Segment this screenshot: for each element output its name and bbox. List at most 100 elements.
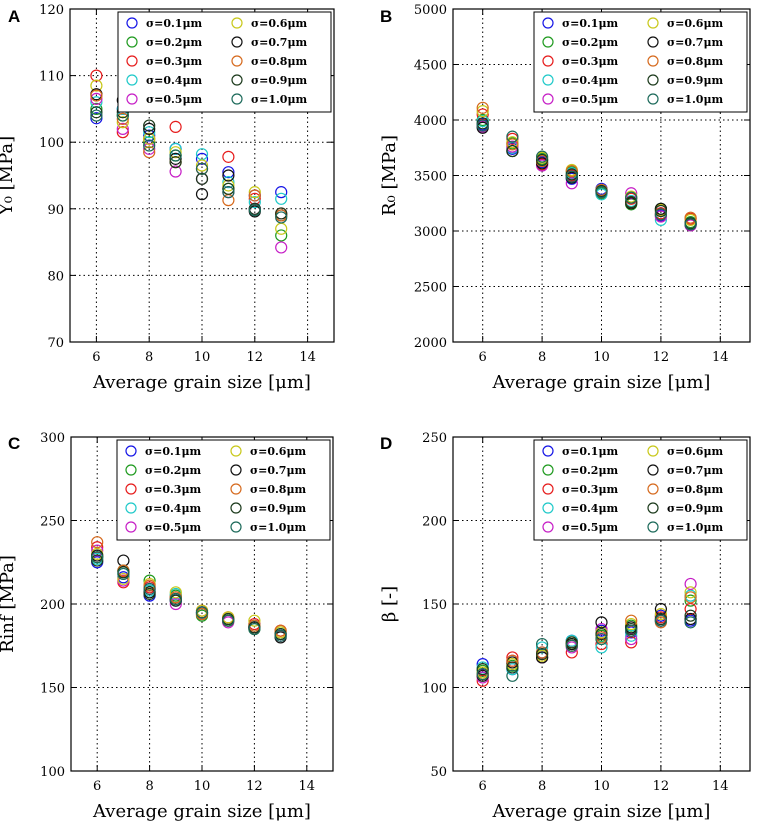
legend-label: σ=0.4μm	[562, 502, 619, 515]
data-point	[476, 674, 489, 687]
data-point	[565, 639, 578, 652]
x-tick-label: 10	[593, 779, 610, 794]
data-point	[143, 136, 156, 149]
x-tick-label: 12	[653, 779, 670, 794]
legend-marker	[231, 74, 243, 86]
legend-marker	[126, 93, 138, 105]
data-point	[169, 165, 182, 178]
series	[476, 609, 697, 676]
data-point	[90, 106, 103, 119]
data-point	[476, 119, 489, 132]
y-tick-label: 100	[422, 682, 447, 697]
data-point	[143, 579, 156, 592]
legend-label: σ=0.4μm	[146, 74, 203, 87]
data-point	[117, 567, 130, 581]
data-point	[684, 612, 697, 626]
series	[91, 551, 287, 642]
data-point	[625, 624, 638, 637]
data-point	[248, 186, 261, 199]
panel-letter: B	[380, 7, 392, 26]
legend-marker	[126, 36, 138, 48]
legend-marker	[231, 17, 243, 29]
data-point	[195, 188, 209, 201]
legend-label: σ=0.8μm	[667, 55, 724, 68]
data-point	[654, 602, 668, 616]
legend-marker	[231, 36, 243, 48]
x-axis-title: Average grain size [μm]	[92, 372, 311, 393]
data-point	[195, 162, 209, 175]
data-point	[143, 122, 156, 135]
data-point	[90, 89, 103, 102]
data-point	[275, 192, 288, 205]
legend-label: σ=0.8μm	[251, 55, 308, 68]
data-point	[117, 572, 130, 586]
data-point	[535, 150, 549, 163]
y-tick-label: 200	[40, 598, 65, 613]
series	[476, 591, 697, 681]
legend-label: σ=0.4μm	[145, 502, 202, 515]
legend-marker	[542, 464, 554, 476]
data-point	[222, 186, 235, 199]
x-axis-title: Average grain size [μm]	[92, 801, 311, 822]
data-point	[275, 229, 288, 242]
data-point	[684, 616, 697, 629]
legend-label: σ=0.1μm	[146, 17, 203, 30]
data-point	[143, 119, 156, 132]
legend-marker	[647, 521, 659, 533]
legend-marker	[542, 445, 554, 457]
x-tick-label: 12	[653, 350, 670, 365]
data-point	[275, 207, 288, 220]
legend-label: σ=0.7μm	[250, 464, 307, 477]
data-point	[143, 139, 156, 152]
data-point	[654, 204, 668, 218]
data-point	[684, 211, 697, 224]
y-tick-label: 110	[39, 70, 64, 85]
x-tick-label: 14	[712, 350, 729, 365]
legend-label: σ=0.5μm	[562, 521, 619, 534]
data-point	[625, 187, 638, 200]
data-point	[476, 101, 489, 114]
y-tick-label: 2000	[414, 336, 447, 351]
data-point	[275, 186, 288, 199]
data-point	[222, 614, 235, 627]
legend-label: σ=1.0μm	[667, 93, 724, 106]
data-point	[506, 654, 519, 667]
data-point	[654, 607, 668, 621]
x-tick-label: 8	[538, 350, 546, 365]
legend-marker	[647, 55, 659, 67]
data-point	[684, 609, 697, 622]
panel-letter: A	[8, 7, 20, 26]
data-point	[143, 587, 156, 601]
y-axis-title: Y₀ [MPa]	[0, 136, 17, 216]
data-point	[222, 182, 235, 195]
legend-marker	[230, 445, 242, 457]
legend-marker	[647, 74, 659, 86]
x-tick-label: 8	[145, 779, 153, 794]
y-axis-title: Rinf [MPa]	[0, 555, 18, 653]
data-point	[565, 170, 578, 183]
legend: σ=0.1μm σ=0.2μm σ=0.3μm σ=0.4μm σ=0.5μm σ=0.6…	[117, 11, 332, 113]
series	[90, 106, 288, 220]
x-axis-title: Average grain size [μm]	[492, 372, 711, 393]
data-point	[476, 658, 489, 671]
x-tick-label: 6	[93, 779, 101, 794]
data-point	[595, 637, 608, 651]
x-tick-label: 14	[299, 350, 316, 365]
data-point	[222, 166, 235, 179]
legend-marker	[542, 17, 554, 29]
legend-label: σ=0.8μm	[250, 483, 307, 496]
legend-marker	[231, 55, 243, 67]
data-point	[275, 241, 288, 254]
data-point	[684, 591, 697, 604]
x-tick-label: 12	[247, 350, 264, 365]
data-point	[275, 211, 288, 224]
data-point	[90, 96, 103, 109]
panel-b: B 6 8 10 12 14 2000 2500 3000 3500 4000 4500 5000 Ave…	[379, 3, 751, 393]
data-point	[91, 554, 104, 567]
legend-label: σ=0.9μm	[251, 74, 308, 87]
data-point	[565, 646, 578, 659]
legend-marker	[542, 93, 554, 105]
data-point	[535, 647, 549, 661]
series	[476, 119, 697, 231]
